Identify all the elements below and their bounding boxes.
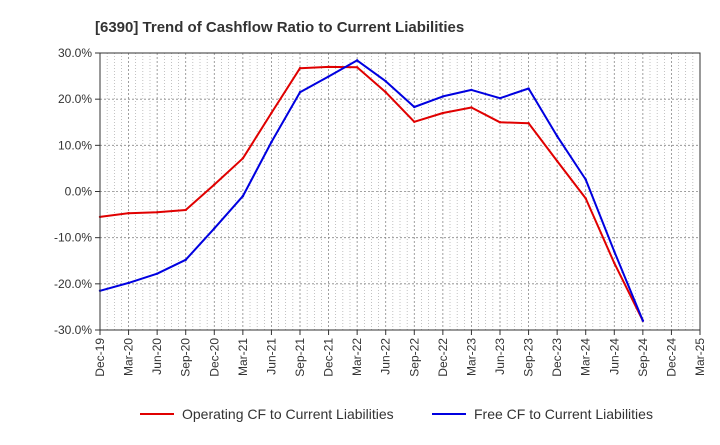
x-tick-label: Jun-20 <box>150 338 164 375</box>
x-tick-label: Dec-22 <box>436 338 450 377</box>
series-line <box>99 59 644 322</box>
data-point <box>413 120 416 123</box>
data-point <box>327 65 330 69</box>
series-layer <box>98 59 645 322</box>
series-line <box>99 65 644 322</box>
x-tick-label: Mar-20 <box>122 338 136 376</box>
data-point <box>555 134 559 138</box>
y-tick-label: 30.0% <box>58 46 92 60</box>
y-tick-label: -30.0% <box>54 323 92 337</box>
data-point <box>498 97 502 100</box>
data-point <box>527 121 530 125</box>
legend: Operating CF to Current Liabilities Free … <box>140 406 653 422</box>
chart-title: [6390] Trend of Cashflow Ratio to Curren… <box>95 19 464 36</box>
x-tick-label: Sep-23 <box>522 338 536 377</box>
x-tick-label: Dec-21 <box>322 338 336 377</box>
legend-label: Operating CF to Current Liabilities <box>182 406 394 422</box>
x-tick-label: Jun-22 <box>379 338 393 375</box>
data-point <box>327 75 330 78</box>
x-tick-label: Sep-21 <box>293 338 307 377</box>
y-tick-label: -10.0% <box>54 231 92 245</box>
x-tick-label: Jun-23 <box>493 338 507 375</box>
data-point <box>241 157 245 160</box>
y-tick-label: 10.0% <box>58 138 92 152</box>
data-point <box>413 105 416 109</box>
x-tick-label: Sep-24 <box>636 338 650 377</box>
y-tick-label: -20.0% <box>54 277 92 291</box>
data-point <box>184 258 187 262</box>
data-point <box>498 121 502 124</box>
data-point <box>355 59 359 62</box>
data-point <box>527 87 530 90</box>
data-point <box>613 250 616 253</box>
data-point <box>127 211 130 215</box>
x-tick-label: Mar-22 <box>350 338 364 376</box>
x-tick-label: Mar-24 <box>579 338 593 376</box>
x-tick-label: Sep-22 <box>407 338 421 377</box>
x-axis: Dec-19 Mar-20 Jun-20 Sep-20 Dec-20 Mar-21 Jun-… <box>93 330 707 377</box>
data-point <box>155 272 159 275</box>
data-point <box>270 140 273 144</box>
x-tick-label: Dec-24 <box>664 338 678 377</box>
x-tick-label: Dec-23 <box>550 338 564 377</box>
x-tick-label: Dec-20 <box>207 338 221 377</box>
x-tick-label: Mar-23 <box>464 338 478 376</box>
data-point <box>355 66 359 69</box>
legend-label: Free CF to Current Liabilities <box>474 406 653 422</box>
data-point <box>270 111 273 115</box>
data-point <box>184 208 187 212</box>
x-tick-label: Sep-20 <box>179 338 193 377</box>
data-point <box>555 159 559 163</box>
x-tick-label: Dec-19 <box>93 338 107 377</box>
x-tick-label: Jun-24 <box>607 338 621 375</box>
data-point <box>641 319 645 322</box>
data-point <box>441 95 445 98</box>
data-point <box>613 261 616 265</box>
x-tick-label: Jun-21 <box>264 338 278 375</box>
data-point <box>213 227 216 230</box>
data-point <box>384 79 387 83</box>
x-tick-label: Mar-25 <box>693 338 707 376</box>
data-point <box>127 281 130 285</box>
y-axis: 30.0% 20.0% 10.0% 0.0% -10.0% -20.0% -30.0% <box>54 46 100 337</box>
data-point <box>155 211 159 214</box>
data-point <box>298 91 302 94</box>
data-point <box>241 194 245 198</box>
y-tick-label: 20.0% <box>58 92 92 106</box>
data-point <box>298 67 302 70</box>
data-point <box>384 91 387 94</box>
data-point <box>470 88 473 92</box>
data-point <box>584 178 587 181</box>
data-point <box>470 106 473 109</box>
y-tick-label: 0.0% <box>65 185 93 199</box>
data-point <box>584 197 587 200</box>
x-tick-label: Mar-21 <box>236 338 250 376</box>
data-point <box>441 111 445 115</box>
data-point <box>213 183 216 186</box>
